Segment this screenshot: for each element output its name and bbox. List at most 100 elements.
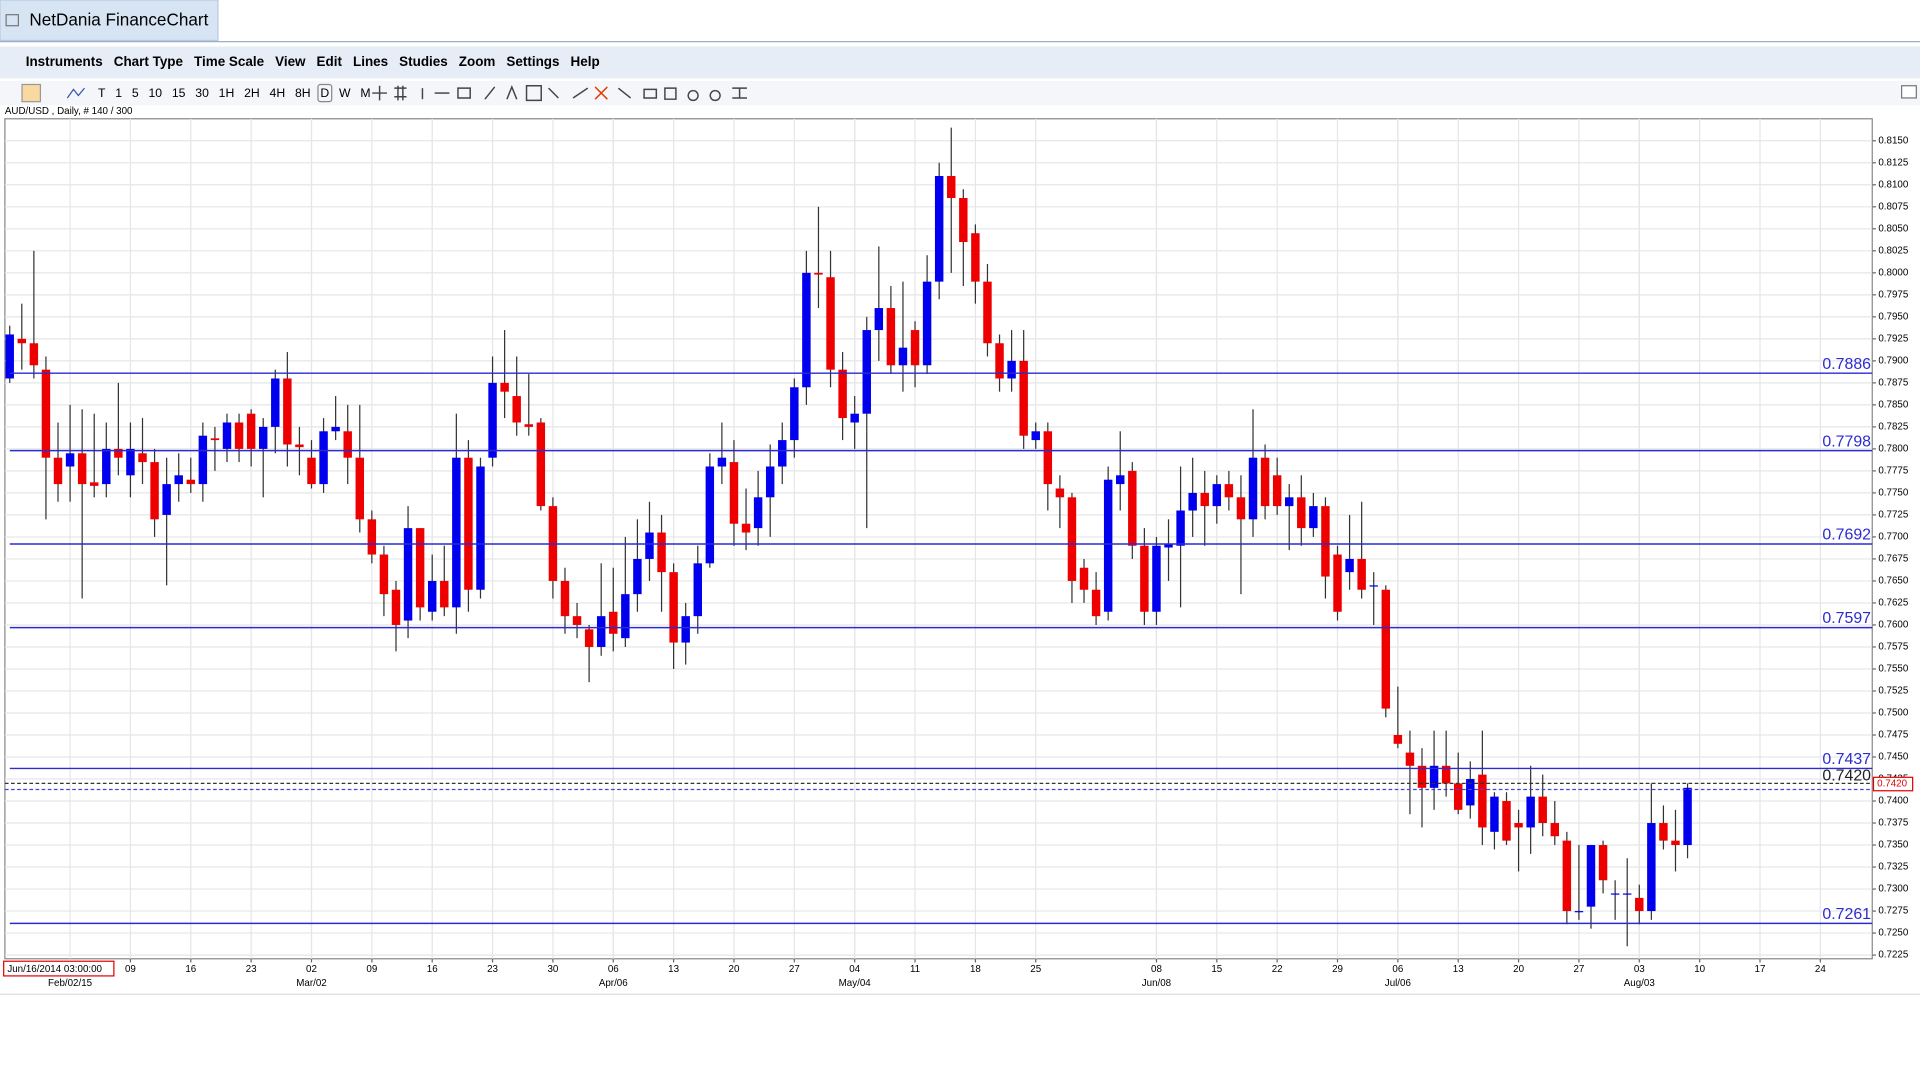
timescale-button[interactable]: 8H <box>295 86 311 100</box>
candle-body <box>645 532 654 559</box>
candle-body <box>174 475 183 485</box>
y-tick-label: 0.7475 <box>1878 730 1908 741</box>
menu-item[interactable]: Edit <box>317 54 343 69</box>
timescale-button[interactable]: 15 <box>172 86 186 100</box>
candle-body <box>162 484 171 515</box>
candle-body <box>198 435 208 485</box>
candle-body <box>753 497 763 529</box>
candle-body <box>1067 497 1077 581</box>
timescale-button[interactable]: 2H <box>244 86 260 100</box>
y-tick-label: 0.7800 <box>1878 443 1908 454</box>
x-tick-label: 09 <box>366 964 377 975</box>
candle-body <box>1055 488 1065 498</box>
menu-item[interactable]: Lines <box>353 54 388 69</box>
menu-item[interactable]: Help <box>571 54 600 69</box>
panel-toggle[interactable] <box>1901 85 1917 99</box>
level-label: 0.7798 <box>1822 433 1871 450</box>
tool-icon[interactable] <box>643 88 658 99</box>
x-major-label: May/04 <box>839 978 872 989</box>
candle-body <box>355 457 365 520</box>
y-tick-label: 0.8025 <box>1878 245 1908 256</box>
tool-candle[interactable] <box>21 83 42 103</box>
candle-body <box>1285 497 1294 507</box>
tool-icon[interactable] <box>664 87 677 100</box>
candle-body <box>826 277 835 370</box>
x-major-label: Feb/02/15 <box>48 978 93 989</box>
timescale-button[interactable]: M <box>360 86 370 100</box>
timescale-button[interactable]: 1 <box>115 86 122 100</box>
y-tick-label: 0.7325 <box>1878 862 1908 873</box>
candle-body <box>53 457 63 485</box>
candle-body <box>560 580 570 617</box>
menu-item[interactable]: View <box>275 54 306 69</box>
menu: Instruments Chart Type Time Scale View Edit L… <box>26 54 600 69</box>
candle-body <box>669 572 678 643</box>
y-tick-label: 0.7275 <box>1878 906 1908 917</box>
candle-body <box>89 482 99 486</box>
timescale-button[interactable]: W <box>339 86 351 100</box>
candle-body <box>367 519 377 555</box>
candle-body <box>1212 484 1222 507</box>
timescale-button[interactable]: D <box>320 86 329 100</box>
x-tick-label: 13 <box>1453 964 1464 975</box>
tool-icon[interactable] <box>372 85 387 101</box>
y-tick-label: 0.7850 <box>1878 399 1908 410</box>
x-tick-label: 10 <box>1694 964 1705 975</box>
tool-icon[interactable] <box>572 87 589 99</box>
candle-body <box>210 438 220 441</box>
timescale-button[interactable]: T <box>98 86 106 100</box>
timescale-button[interactable]: 1H <box>219 86 235 100</box>
menu-item[interactable]: Chart Type <box>114 54 184 69</box>
candle-body <box>729 462 739 524</box>
timescale-button[interactable]: 30 <box>195 86 209 100</box>
candle-body <box>1333 554 1342 612</box>
candle-body <box>29 343 39 366</box>
candle-body <box>741 523 751 533</box>
menu-item[interactable]: Instruments <box>26 54 103 69</box>
x-major-label: Mar/02 <box>296 978 326 989</box>
candle-body <box>222 422 232 449</box>
y-tick-label: 0.7450 <box>1878 752 1908 763</box>
candle-body <box>1224 484 1234 498</box>
y-tick-label: 0.8050 <box>1878 223 1908 234</box>
tool-icon[interactable] <box>394 85 407 101</box>
candle-body <box>1309 506 1318 529</box>
candle-body <box>886 308 896 366</box>
x-tick-label: 11 <box>910 964 920 975</box>
tool-icon[interactable] <box>594 86 608 100</box>
candle-body <box>1683 787 1692 846</box>
candle-body <box>983 281 992 344</box>
tool-icon[interactable] <box>484 86 496 100</box>
menu-item[interactable]: Time Scale <box>194 54 265 69</box>
tool-icon[interactable] <box>732 87 747 99</box>
candle-body <box>1659 823 1668 841</box>
tool-icon[interactable] <box>506 84 518 100</box>
tool-icon[interactable] <box>687 89 699 102</box>
tool-icon[interactable] <box>709 89 721 102</box>
menu-item[interactable]: Zoom <box>459 54 496 69</box>
candle-body <box>838 369 847 419</box>
x-tick-label: 29 <box>1332 964 1343 975</box>
candle-body <box>464 457 473 590</box>
x-major-label: Jul/06 <box>1385 978 1412 989</box>
timescale-button[interactable]: 4H <box>270 86 286 100</box>
tool-icon[interactable] <box>457 87 471 99</box>
y-tick-label: 0.7525 <box>1878 686 1908 697</box>
tool-line[interactable] <box>66 87 85 99</box>
candle-body <box>621 594 630 639</box>
timescale-button[interactable]: 10 <box>148 86 162 100</box>
timescale-button[interactable]: 5 <box>132 86 139 100</box>
candle-body <box>1272 475 1282 507</box>
candle-body <box>1043 431 1053 485</box>
tool-icon[interactable] <box>548 87 559 99</box>
menu-item[interactable]: Studies <box>399 54 448 69</box>
candle-body <box>1405 752 1415 766</box>
candle-body <box>1128 470 1137 546</box>
tool-icon[interactable] <box>617 87 632 99</box>
menu-item[interactable]: Settings <box>506 54 559 69</box>
x-tick-label: 25 <box>1030 964 1041 975</box>
candle-body <box>1429 765 1439 788</box>
candle-body <box>609 611 618 634</box>
y-tick-label: 0.8125 <box>1878 157 1908 168</box>
tool-icon[interactable] <box>525 84 542 102</box>
